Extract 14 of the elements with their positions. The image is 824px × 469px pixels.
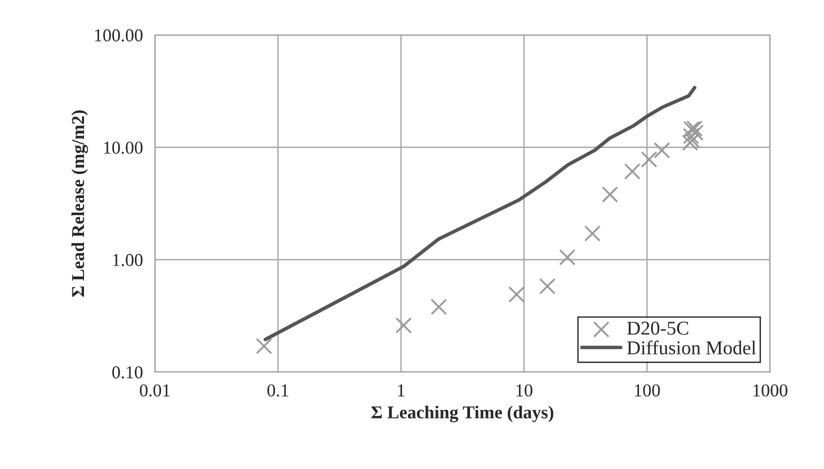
x-tick-label: 1000 bbox=[754, 384, 788, 397]
x-tick-label: 0.1 bbox=[267, 384, 288, 397]
x-tick-label: 0.01 bbox=[140, 384, 170, 397]
x-tick-label: 1 bbox=[398, 384, 404, 396]
legend-label: D20-5C bbox=[627, 322, 688, 335]
x-axis-title: Σ Leaching Time (days) bbox=[371, 406, 554, 422]
legend-label: Diffusion Model bbox=[627, 340, 756, 354]
y-tick-label: 0.10 bbox=[112, 366, 143, 379]
y-tick-label: 10.00 bbox=[104, 142, 143, 154]
y-tick-label: 100.00 bbox=[95, 29, 143, 42]
y-tick-label: 1.00 bbox=[113, 254, 143, 266]
x-tick-label: 100 bbox=[635, 384, 660, 397]
y-axis-title: Σ Lead Release (mg/m2) bbox=[71, 110, 88, 297]
x-tick-label: 10 bbox=[516, 384, 532, 397]
